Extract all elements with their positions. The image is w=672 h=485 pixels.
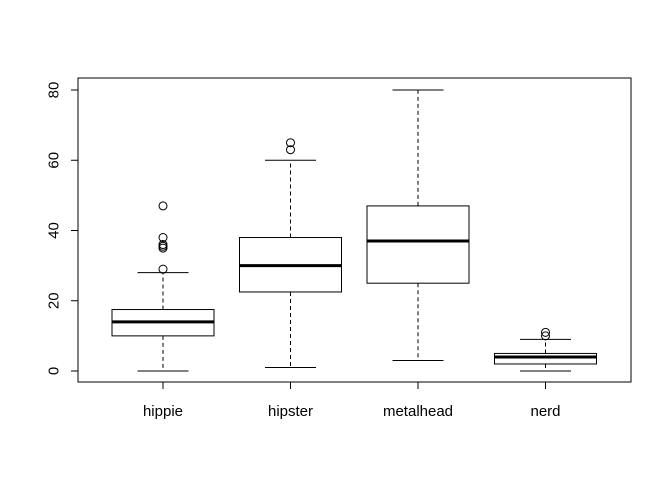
- x-tick-label-metalhead: metalhead: [383, 403, 453, 420]
- x-tick-label-hipster: hipster: [268, 403, 313, 420]
- y-tick-label: 80: [46, 82, 63, 99]
- box-hippie: [111, 201, 215, 372]
- box-series: [111, 89, 597, 372]
- outlier-point: [158, 241, 168, 251]
- outlier-point: [286, 145, 295, 155]
- y-axis: 0 20 40 60 80: [46, 82, 79, 375]
- iqr-box: [494, 352, 597, 365]
- iqr-box: [366, 205, 470, 284]
- outlier-point: [158, 233, 168, 243]
- x-axis: hippie hipster metalhead nerd: [143, 381, 561, 420]
- outlier-point: [158, 240, 168, 250]
- x-tick-label-nerd: nerd: [530, 403, 560, 420]
- outlier-point: [158, 264, 168, 274]
- y-tick-label: 0: [46, 367, 63, 375]
- box-metalhead: [366, 89, 470, 361]
- outlier-point: [541, 327, 550, 337]
- outlier-point: [286, 138, 295, 148]
- y-tick-label: 40: [46, 222, 63, 239]
- outlier-point: [158, 201, 168, 211]
- y-tick-label: 60: [46, 152, 63, 169]
- y-tick-label: 20: [46, 292, 63, 309]
- box-hipster: [239, 138, 342, 368]
- outlier-point: [541, 331, 550, 341]
- x-tick-label-hippie: hippie: [143, 403, 183, 420]
- box-nerd: [494, 327, 597, 372]
- plot-frame: [77, 77, 632, 383]
